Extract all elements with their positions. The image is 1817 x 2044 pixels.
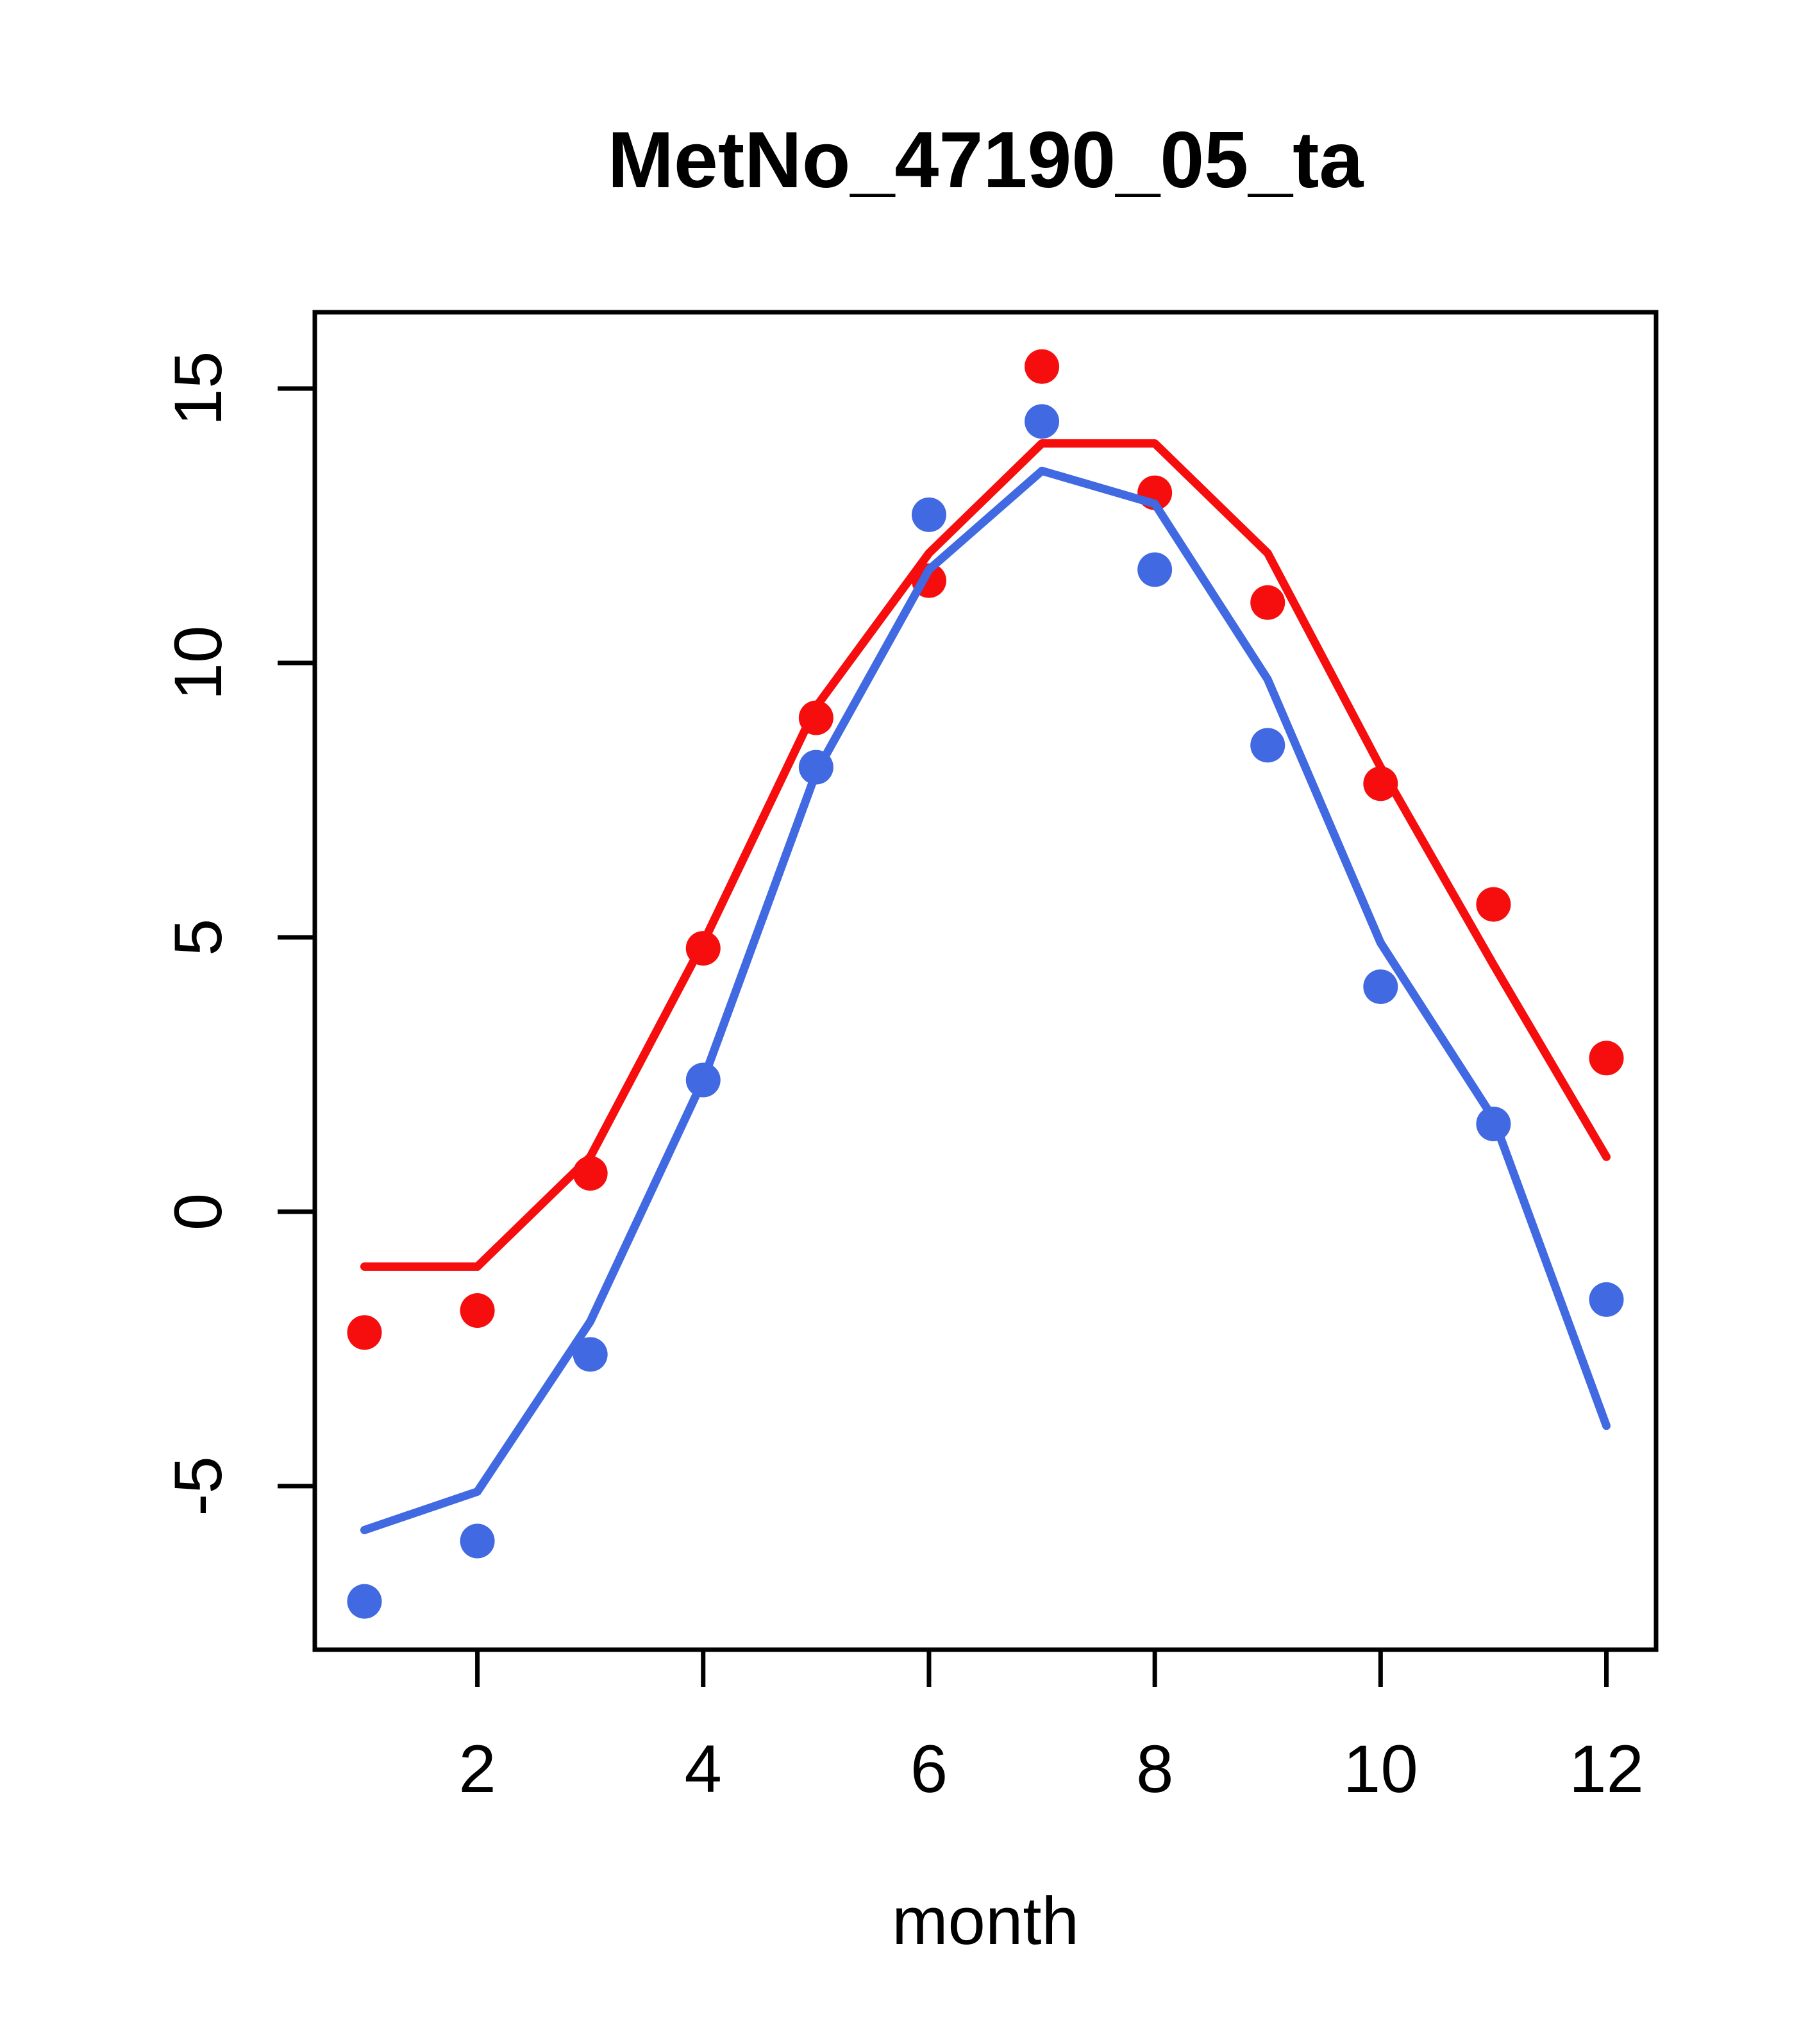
blue-point — [911, 497, 946, 532]
red-point — [460, 1293, 495, 1328]
blue-point — [460, 1523, 495, 1559]
red-point — [347, 1315, 382, 1350]
x-tick-label: 6 — [910, 1732, 948, 1807]
red-point — [1476, 887, 1511, 922]
y-tick-label: 0 — [161, 1193, 236, 1230]
x-tick-label: 4 — [685, 1732, 722, 1807]
red-line — [360, 439, 1611, 1271]
x-axis-label: month — [892, 1884, 1079, 1959]
x-tick-label: 12 — [1569, 1732, 1644, 1807]
blue-point — [1250, 728, 1285, 763]
series-layer — [347, 349, 1624, 1619]
blue-point — [573, 1337, 608, 1372]
y-axis: -5 0 5 10 15 — [161, 351, 315, 1516]
x-tick-label: 2 — [458, 1732, 496, 1807]
blue-point — [347, 1584, 382, 1619]
red-point — [1589, 1041, 1624, 1076]
chart-title: MetNo_47190_05_ta — [608, 116, 1364, 205]
y-tick-label: 5 — [161, 919, 236, 956]
blue-point — [1137, 552, 1173, 587]
y-tick-label: 15 — [161, 351, 236, 426]
x-tick-label: 10 — [1343, 1732, 1418, 1807]
red-point — [1025, 349, 1060, 384]
blue-point — [1025, 404, 1060, 439]
x-axis: 2 4 6 8 10 12 — [458, 1650, 1644, 1807]
plot-border — [312, 310, 1659, 1652]
blue-point — [1589, 1282, 1624, 1317]
red-point — [1250, 585, 1285, 620]
y-tick-label: 10 — [161, 626, 236, 701]
x-tick-label: 8 — [1136, 1732, 1173, 1807]
blue-line — [360, 466, 1611, 1534]
blue-point — [1363, 969, 1398, 1004]
y-tick-label: -5 — [161, 1456, 236, 1516]
